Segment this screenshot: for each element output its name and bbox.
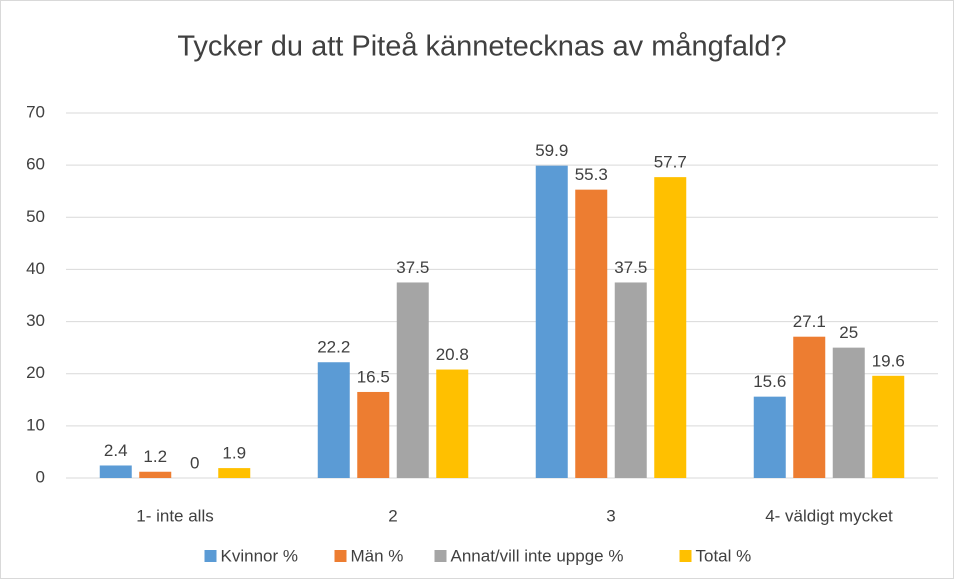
bar xyxy=(317,362,350,478)
data-label: 20.8 xyxy=(436,345,469,364)
bar xyxy=(139,471,172,478)
bar xyxy=(357,391,390,478)
legend-label: Annat/vill inte uppge % xyxy=(451,546,624,565)
data-label: 19.6 xyxy=(872,351,905,370)
data-label: 37.5 xyxy=(614,258,647,277)
data-label: 0 xyxy=(190,453,199,472)
legend-swatch xyxy=(334,550,347,562)
y-tick-label: 20 xyxy=(26,363,45,382)
y-tick-label: 10 xyxy=(26,415,45,434)
legend-swatch xyxy=(204,550,217,562)
data-label: 16.5 xyxy=(357,367,390,386)
bar xyxy=(396,282,429,478)
data-label: 2.4 xyxy=(104,441,128,460)
data-label: 15.6 xyxy=(753,372,786,391)
chart-title: Tycker du att Piteå kännetecknas av mång… xyxy=(177,31,786,63)
data-label: 25 xyxy=(839,323,858,342)
bar xyxy=(793,336,826,478)
y-tick-label: 0 xyxy=(36,467,45,486)
x-tick-label: 3 xyxy=(606,506,615,525)
data-label: 1.9 xyxy=(222,444,246,463)
bar xyxy=(832,347,865,478)
bar xyxy=(218,468,251,478)
y-tick-label: 50 xyxy=(26,207,45,226)
bar xyxy=(753,396,786,478)
bar xyxy=(99,465,132,478)
data-label: 59.9 xyxy=(535,141,568,160)
bar xyxy=(436,369,469,478)
data-label: 55.3 xyxy=(575,165,608,184)
y-tick-label: 70 xyxy=(26,102,45,121)
bar xyxy=(872,375,905,478)
x-tick-label: 2 xyxy=(388,506,397,525)
data-label: 22.2 xyxy=(317,338,350,357)
x-tick-label: 4- väldigt mycket xyxy=(765,506,893,525)
legend-swatch xyxy=(434,550,447,562)
y-tick-label: 40 xyxy=(26,259,45,278)
bar xyxy=(535,165,568,478)
data-label: 37.5 xyxy=(396,258,429,277)
legend-label: Total % xyxy=(696,546,752,565)
y-tick-label: 60 xyxy=(26,155,45,174)
bar xyxy=(654,177,687,478)
legend-label: Män % xyxy=(351,546,404,565)
y-tick-label: 30 xyxy=(26,311,45,330)
legend-label: Kvinnor % xyxy=(221,546,298,565)
bar xyxy=(614,282,647,478)
data-label: 27.1 xyxy=(793,312,826,331)
x-tick-label: 1- inte alls xyxy=(136,506,213,525)
bar xyxy=(575,189,608,478)
data-label: 57.7 xyxy=(654,153,687,172)
data-label: 1.2 xyxy=(143,447,167,466)
legend-swatch xyxy=(679,550,692,562)
